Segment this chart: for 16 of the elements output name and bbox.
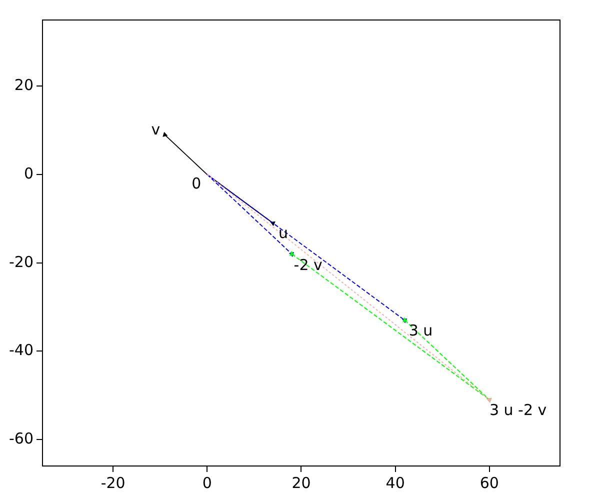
y-tick-label: 0: [24, 164, 34, 182]
annotation: -2 v: [294, 256, 323, 274]
x-tick-label: 60: [480, 474, 499, 492]
x-tick-label: 20: [292, 474, 311, 492]
y-tick-label: -40: [9, 341, 34, 360]
annotation: u: [278, 224, 288, 242]
y-tick-label: -60: [9, 429, 34, 448]
y-tick-label: -20: [9, 252, 34, 271]
annotation: v: [151, 120, 160, 138]
x-tick-label: -20: [100, 474, 126, 492]
annotation: 0: [192, 174, 202, 192]
annotation: 3 u: [408, 321, 433, 340]
x-tick-label: 0: [202, 474, 212, 492]
annotation: 3 u -2 v: [489, 401, 547, 420]
x-tick-label: 40: [386, 474, 405, 492]
y-tick-label: 20: [14, 76, 34, 94]
